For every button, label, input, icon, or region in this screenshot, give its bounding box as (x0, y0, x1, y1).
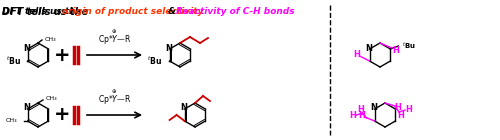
Text: CH₃: CH₃ (45, 37, 56, 41)
Text: DFT tells us the: DFT tells us the (2, 7, 92, 17)
Text: H: H (392, 46, 400, 54)
Text: Cp*$\overset{⊕}{Y}$—R: Cp*$\overset{⊕}{Y}$—R (98, 89, 131, 107)
Text: $^t$Bu: $^t$Bu (148, 55, 162, 67)
Text: H: H (394, 103, 402, 113)
Text: CH₃: CH₃ (46, 95, 58, 101)
Text: Cp*$\overset{⊕}{Y}$—R: Cp*$\overset{⊕}{Y}$—R (98, 29, 131, 47)
Text: N: N (23, 44, 30, 53)
Text: H: H (406, 106, 412, 115)
Text: N: N (365, 44, 372, 52)
Text: Reactivity of C-H bonds: Reactivity of C-H bonds (176, 7, 294, 16)
Text: N: N (180, 103, 187, 113)
Text: origin of product selectivity: origin of product selectivity (62, 7, 204, 16)
Text: +: + (54, 106, 70, 124)
Text: &: & (166, 7, 179, 16)
Text: H: H (358, 110, 365, 120)
Text: H: H (349, 110, 356, 120)
Text: N: N (23, 103, 30, 113)
Text: H: H (353, 50, 360, 59)
Text: $^t$Bu: $^t$Bu (6, 55, 22, 67)
Text: N: N (370, 103, 377, 113)
Text: CH₃: CH₃ (6, 118, 18, 123)
Text: H: H (398, 111, 404, 121)
Text: H: H (357, 104, 364, 114)
Text: N: N (165, 44, 172, 52)
Text: DFT tells us the: DFT tells us the (2, 7, 85, 16)
Text: +: + (54, 46, 70, 65)
Text: $^t$Bu: $^t$Bu (402, 39, 416, 51)
